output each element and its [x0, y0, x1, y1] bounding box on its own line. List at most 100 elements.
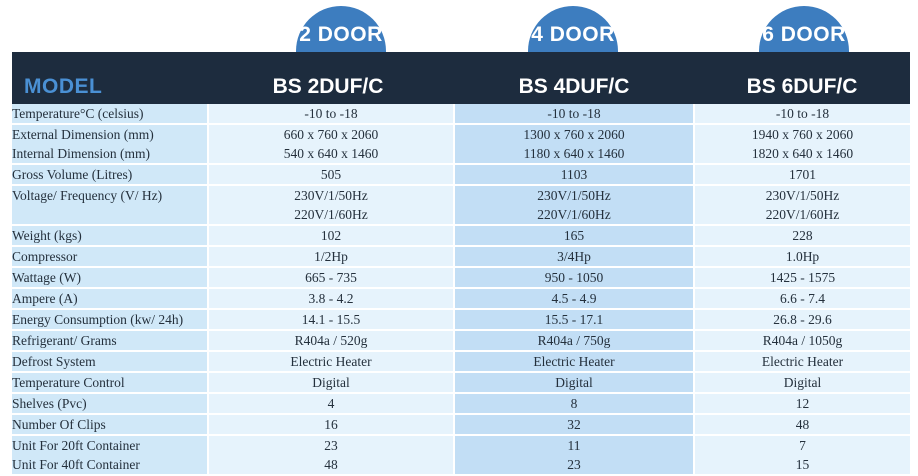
spec-value-line: 1180 x 640 x 1460 [523, 146, 625, 161]
spec-value: 16 [208, 414, 455, 436]
spec-value-line: 165 [563, 228, 585, 243]
spec-value-line: 665 - 735 [305, 270, 357, 285]
spec-value-line: 11 [567, 438, 581, 453]
spec-value-line: 1425 - 1575 [769, 270, 836, 285]
spec-label-line: Temperature°C (celsius) [12, 106, 144, 121]
spec-label: Unit For 20ft Container Unit For 40ft Con… [12, 435, 209, 476]
spec-value: 102 [208, 225, 455, 247]
spec-label: External Dimension (mm) Internal Dimensio… [12, 124, 209, 165]
spec-value: 230V/1/50Hz 220V/1/60Hz [694, 185, 910, 226]
table-row: External Dimension (mm) Internal Dimensio… [12, 124, 910, 165]
spec-value-line: 540 x 640 x 1460 [283, 146, 379, 161]
spec-value: 12 [694, 393, 910, 415]
table-row: Number Of Clips 16 32 48 [12, 414, 910, 436]
spec-value-line: 102 [320, 228, 342, 243]
spec-value: 1701 [694, 164, 910, 186]
spec-value: 1/2Hp [208, 246, 455, 268]
spec-label-line: Compressor [12, 249, 78, 264]
spec-value: 7 15 [694, 435, 910, 476]
spec-label: Defrost System [12, 351, 209, 373]
spec-value-line: Electric Heater [290, 354, 372, 369]
spec-label: Temperature°C (celsius) [12, 104, 209, 125]
spec-value: 23 48 [208, 435, 455, 476]
spec-label: Temperature Control [12, 372, 209, 394]
spec-value: 230V/1/50Hz 220V/1/60Hz [208, 185, 455, 226]
table-row: Temperature Control Digital Digital Digital [12, 372, 910, 394]
table-row: Gross Volume (Litres) 505 1103 1701 [12, 164, 910, 186]
spec-value-line: 1103 [560, 167, 588, 182]
spec-label-line: Internal Dimension (mm) [12, 146, 150, 161]
spec-value: Electric Heater [454, 351, 695, 373]
spec-label: Ampere (A) [12, 288, 209, 310]
spec-value: Electric Heater [694, 351, 910, 373]
spec-value-line: 1300 x 760 x 2060 [523, 127, 625, 142]
spec-value: 165 [454, 225, 695, 247]
spec-label-line: Gross Volume (Litres) [12, 167, 133, 182]
spec-value: Digital [208, 372, 455, 394]
spec-label-line: Energy Consumption (kw/ 24h) [12, 312, 184, 327]
table-row: Compressor 1/2Hp 3/4Hp 1.0Hp [12, 246, 910, 268]
spec-value-line: 16 [324, 417, 338, 432]
model-6duf: BS 6DUF/C [746, 75, 858, 98]
spec-label: Shelves (Pvc) [12, 393, 209, 415]
spec-label: Wattage (W) [12, 267, 209, 289]
spec-value-line: R404a / 520g [294, 333, 368, 348]
spec-value-line: 23 [324, 438, 338, 453]
spec-value-line: R404a / 750g [537, 333, 611, 348]
spec-value: 230V/1/50Hz 220V/1/60Hz [454, 185, 695, 226]
spec-value-line: 7 [799, 438, 806, 453]
spec-label: Voltage/ Frequency (V/ Hz) [12, 185, 209, 226]
spec-label-line: Defrost System [12, 354, 96, 369]
spec-value: Electric Heater [208, 351, 455, 373]
spec-label-line: Weight (kgs) [12, 228, 82, 243]
spec-value-line: 660 x 760 x 2060 [283, 127, 379, 142]
spec-value: R404a / 520g [208, 330, 455, 352]
spec-value: 15.5 - 17.1 [454, 309, 695, 331]
spec-label-line: Unit For 20ft Container [12, 438, 140, 453]
spec-value: 3/4Hp [454, 246, 695, 268]
spec-label-line: External Dimension (mm) [12, 127, 154, 142]
spec-table: Temperature°C (celsius) -10 to -18 -10 to … [12, 104, 910, 476]
spec-value-line: 3.8 - 4.2 [308, 291, 354, 306]
model-label: MODEL [24, 75, 103, 98]
table-row: Shelves (Pvc) 4 8 12 [12, 393, 910, 415]
spec-value: 14.1 - 15.5 [208, 309, 455, 331]
spec-value: 1425 - 1575 [694, 267, 910, 289]
spec-value-line: 48 [324, 457, 338, 472]
spec-value: 26.8 - 29.6 [694, 309, 910, 331]
spec-value: R404a / 1050g [694, 330, 910, 352]
spec-value: R404a / 750g [454, 330, 695, 352]
spec-label-line: Refrigerant/ Grams [12, 333, 117, 348]
spec-value: 6.6 - 7.4 [694, 288, 910, 310]
spec-value-line: -10 to -18 [304, 106, 358, 121]
spec-value-line: 220V/1/60Hz [294, 207, 368, 222]
table-row: Energy Consumption (kw/ 24h) 14.1 - 15.5 1… [12, 309, 910, 331]
spec-value: 228 [694, 225, 910, 247]
spec-value-line: 1/2Hp [314, 249, 348, 264]
spec-label: Refrigerant/ Grams [12, 330, 209, 352]
spec-value-line: 8 [570, 396, 578, 411]
spec-value-line: 1701 [789, 167, 816, 182]
spec-value: 3.8 - 4.2 [208, 288, 455, 310]
spec-value: 660 x 760 x 2060 540 x 640 x 1460 [208, 124, 455, 165]
spec-value: 8 [454, 393, 695, 415]
spec-value-line: 15 [795, 457, 810, 472]
table-row: Temperature°C (celsius) -10 to -18 -10 to … [12, 104, 910, 125]
spec-value-line: 3/4Hp [557, 249, 591, 264]
spec-value-line: 23 [567, 457, 581, 472]
spec-value: Digital [694, 372, 910, 394]
spec-value: 1.0Hp [694, 246, 910, 268]
spec-value-line: 14.1 - 15.5 [301, 312, 361, 327]
spec-value: 1940 x 760 x 2060 1820 x 640 x 1460 [694, 124, 910, 165]
table-header: MODEL BS 2DUF/C BS 4DUF/C BS 6DUF/C [12, 52, 910, 104]
spec-value-line: 26.8 - 29.6 [773, 312, 832, 327]
spec-value-line: 1940 x 760 x 2060 [751, 127, 854, 142]
spec-value-line: 1.0Hp [785, 249, 820, 264]
spec-value: Digital [454, 372, 695, 394]
spec-value-line: 4.5 - 4.9 [551, 291, 597, 306]
spec-label-line: Number Of Clips [12, 417, 106, 432]
spec-label: Weight (kgs) [12, 225, 209, 247]
spec-value-line: 6.6 - 7.4 [780, 291, 825, 306]
spec-value: 32 [454, 414, 695, 436]
spec-value-line: 4 [327, 396, 335, 411]
